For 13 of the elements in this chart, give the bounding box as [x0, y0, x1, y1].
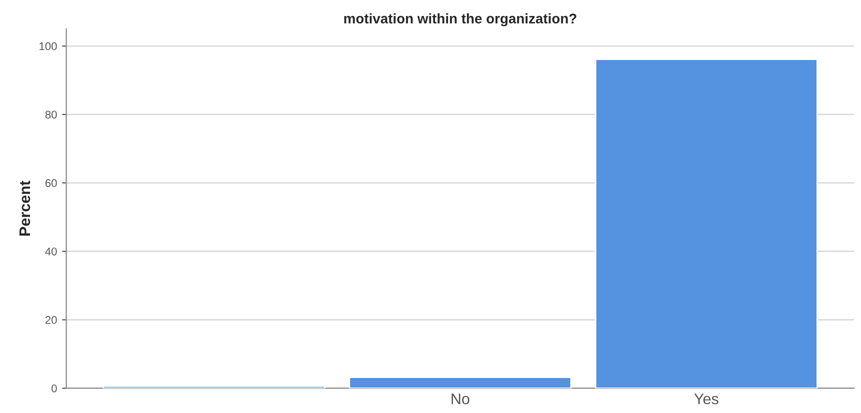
chart-title: motivation within the organization? — [344, 13, 576, 26]
y-tick-label: 100 — [40, 42, 57, 50]
y-tick-label: 20 — [45, 316, 57, 324]
bar — [102, 385, 326, 388]
y-tick-label: 60 — [45, 179, 57, 188]
bar — [348, 376, 572, 388]
y-tick-label: 40 — [45, 248, 57, 256]
y-axis-title: Percent — [19, 180, 30, 236]
y-tick-label: 0 — [52, 384, 57, 392]
bar — [594, 58, 818, 388]
x-tick-label: No — [452, 394, 470, 404]
y-tick-label: 80 — [45, 110, 57, 119]
x-tick-label: Yes — [694, 394, 718, 404]
